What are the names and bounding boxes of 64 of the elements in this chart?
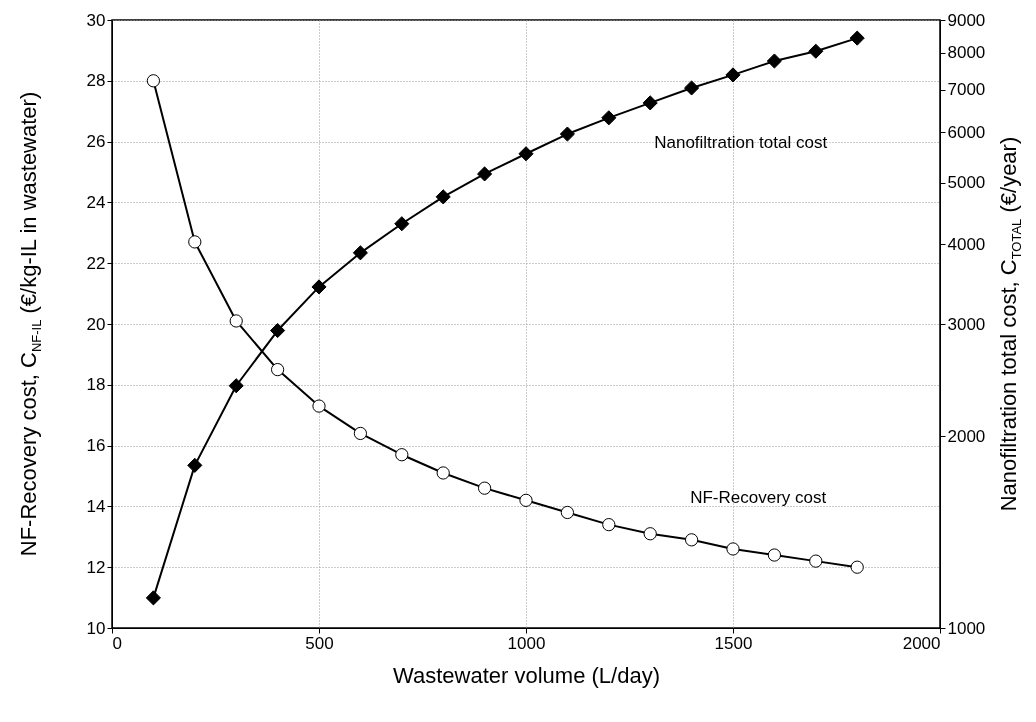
- y-tick-label: 22: [86, 253, 106, 273]
- y2-tick-label: 3000: [947, 314, 986, 334]
- y2-tick-label: 8000: [947, 43, 986, 63]
- point: [642, 95, 658, 111]
- point: [435, 189, 451, 205]
- point: [601, 110, 617, 126]
- y-tick-label: 28: [86, 71, 106, 91]
- y2-tick-label: 2000: [947, 426, 986, 446]
- point: [436, 466, 450, 480]
- point: [809, 554, 823, 568]
- point: [353, 426, 368, 441]
- y2-tick-label: 4000: [947, 234, 986, 254]
- point: [767, 548, 782, 562]
- point: [146, 74, 161, 88]
- x-tick-label: 0: [112, 633, 122, 653]
- point: [643, 527, 657, 541]
- point: [766, 53, 782, 69]
- x-tick-label: 2000: [902, 633, 941, 653]
- point: [808, 43, 824, 59]
- y-tick-label: 30: [86, 10, 106, 30]
- y-tick-label: 10: [86, 618, 106, 638]
- x-tick-label: 1500: [714, 633, 753, 653]
- point: [850, 560, 864, 574]
- point: [188, 235, 202, 249]
- y2-tick-label: 5000: [947, 173, 986, 193]
- point: [518, 146, 534, 162]
- point: [477, 166, 493, 182]
- y-tick-label: 26: [86, 132, 106, 152]
- point: [352, 245, 368, 261]
- point: [395, 448, 409, 462]
- point: [477, 481, 492, 495]
- point: [849, 30, 865, 46]
- point: [228, 378, 244, 394]
- series-label: Nanofiltration total cost: [654, 132, 828, 152]
- y-tick-label: 14: [86, 496, 106, 516]
- point: [312, 399, 326, 413]
- point: [311, 279, 327, 295]
- point: [187, 457, 203, 473]
- x-tick-label: 1000: [507, 633, 546, 653]
- x-tick-label: 500: [305, 633, 334, 653]
- y2-tick-label: 9000: [947, 10, 986, 30]
- y-tick-label: 12: [86, 557, 106, 577]
- point: [394, 216, 410, 232]
- point: [270, 322, 286, 339]
- point: [725, 67, 741, 83]
- point: [726, 542, 740, 556]
- point: [684, 533, 699, 547]
- y2-tick-label: 1000: [947, 618, 986, 638]
- y2-tick-label: 6000: [947, 122, 986, 142]
- point: [519, 493, 533, 507]
- point: [684, 80, 700, 96]
- point: [229, 314, 243, 328]
- point: [270, 362, 285, 377]
- series-label: NF-Recovery cost: [690, 487, 827, 507]
- point: [145, 590, 161, 606]
- point: [559, 126, 575, 142]
- x-axis-title: Wastewater volume (L/day): [393, 662, 660, 688]
- y2-tick-label: 7000: [947, 80, 986, 100]
- point: [560, 505, 575, 520]
- y-tick-label: 18: [86, 375, 106, 395]
- point: [602, 518, 616, 532]
- y-tick-label: 16: [86, 436, 106, 456]
- y-tick-label: 24: [86, 192, 106, 212]
- y-tick-label: 20: [86, 314, 106, 334]
